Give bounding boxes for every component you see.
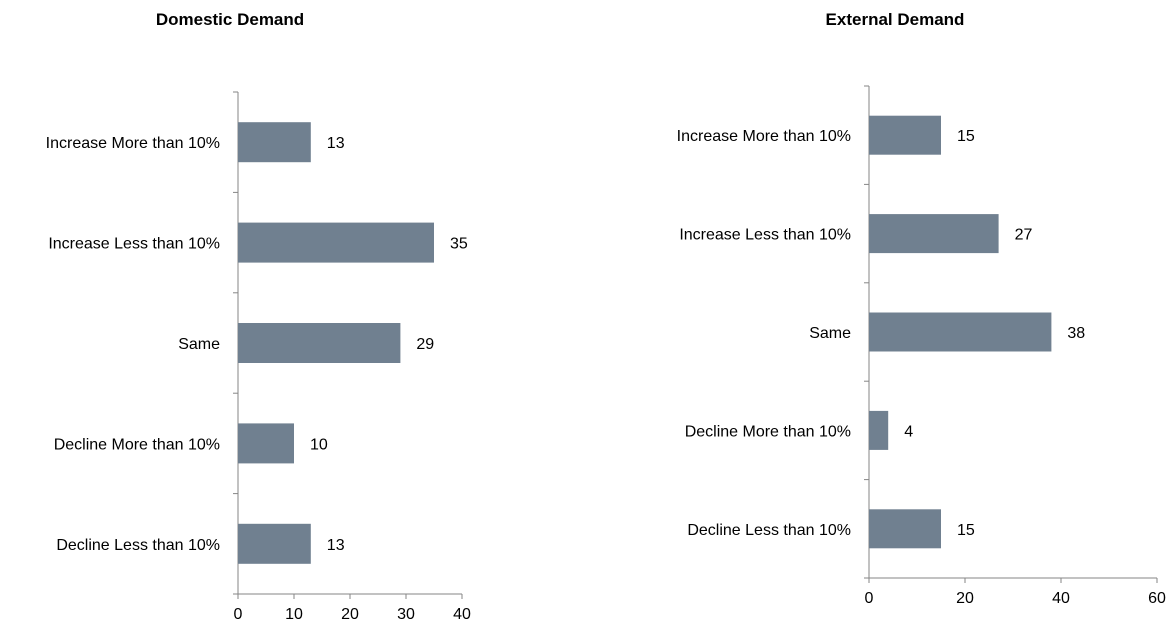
external-category-label: Same [809, 325, 851, 342]
chart-title-domestic: Domestic Demand [155, 10, 305, 29]
domestic-bar [238, 222, 434, 263]
domestic-bar [238, 523, 311, 564]
external-category-label: Decline More than 10% [685, 423, 851, 440]
domestic-category-label: Increase Less than 10% [48, 236, 220, 253]
chart-title-external: External Demand [825, 10, 965, 29]
external-bar [869, 214, 999, 254]
domestic-data-label: 35 [450, 236, 468, 253]
external-data-label: 27 [1015, 227, 1033, 244]
domestic-bar [238, 323, 401, 363]
external-bar [869, 312, 1052, 352]
domestic-x-tick-label: 20 [341, 606, 359, 623]
external-bar [869, 410, 889, 450]
domestic-category-label: Same [178, 336, 220, 353]
domestic-data-label: 10 [310, 436, 328, 453]
domestic-data-label: 13 [327, 135, 345, 152]
external-category-label: Decline Less than 10% [687, 522, 851, 539]
external-bar [869, 115, 941, 155]
external-data-label: 15 [957, 128, 975, 145]
external-bar [869, 509, 941, 549]
domestic-data-label: 29 [416, 336, 434, 353]
domestic-bar [238, 423, 294, 464]
external-x-tick-label: 20 [956, 590, 974, 607]
external-x-tick-label: 0 [865, 590, 874, 607]
domestic-x-tick-label: 0 [234, 606, 243, 623]
external-data-label: 38 [1067, 325, 1085, 342]
domestic-category-label: Decline Less than 10% [56, 537, 220, 554]
external-category-label: Increase Less than 10% [679, 227, 851, 244]
external-data-label: 4 [904, 423, 913, 440]
external-category-label: Increase More than 10% [677, 128, 851, 145]
domestic-x-tick-label: 40 [453, 606, 471, 623]
external-x-tick-label: 40 [1052, 590, 1070, 607]
domestic-data-label: 13 [327, 537, 345, 554]
domestic-x-tick-label: 30 [397, 606, 415, 623]
domestic-bar [238, 122, 311, 163]
domestic-category-label: Increase More than 10% [46, 135, 220, 152]
external-data-label: 15 [957, 522, 975, 539]
external-x-tick-label: 60 [1148, 590, 1166, 607]
domestic-category-label: Decline More than 10% [54, 436, 220, 453]
domestic-x-tick-label: 10 [285, 606, 303, 623]
